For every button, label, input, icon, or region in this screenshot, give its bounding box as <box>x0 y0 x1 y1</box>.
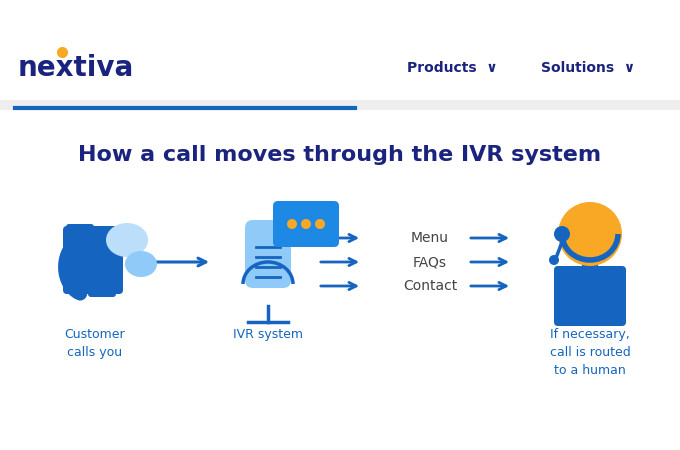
Ellipse shape <box>125 251 157 277</box>
Circle shape <box>554 226 570 242</box>
Circle shape <box>301 219 311 229</box>
Circle shape <box>287 219 297 229</box>
FancyBboxPatch shape <box>245 220 291 288</box>
FancyBboxPatch shape <box>582 260 598 276</box>
Text: FAQs: FAQs <box>413 255 447 269</box>
Text: Contact: Contact <box>403 279 457 293</box>
Text: IVR system: IVR system <box>233 328 303 341</box>
Text: nextiva: nextiva <box>18 54 134 82</box>
Text: Customer
calls you: Customer calls you <box>65 328 125 359</box>
FancyBboxPatch shape <box>554 266 626 326</box>
Text: Menu: Menu <box>411 231 449 245</box>
FancyBboxPatch shape <box>63 226 123 294</box>
Bar <box>0 108 680 450</box>
FancyBboxPatch shape <box>66 224 94 248</box>
Text: How a call moves through the IVR system: How a call moves through the IVR system <box>78 145 602 165</box>
Bar <box>0 100 680 110</box>
FancyBboxPatch shape <box>273 201 339 247</box>
Text: Solutions  ∨: Solutions ∨ <box>541 61 635 75</box>
Circle shape <box>558 202 622 266</box>
Text: If necessary,
call is routed
to a human: If necessary, call is routed to a human <box>549 328 630 377</box>
Bar <box>0 0 680 110</box>
Circle shape <box>315 219 325 229</box>
Text: Products  ∨: Products ∨ <box>407 61 497 75</box>
Bar <box>0 108 680 450</box>
FancyBboxPatch shape <box>88 273 116 297</box>
Circle shape <box>549 255 559 265</box>
Ellipse shape <box>106 223 148 257</box>
